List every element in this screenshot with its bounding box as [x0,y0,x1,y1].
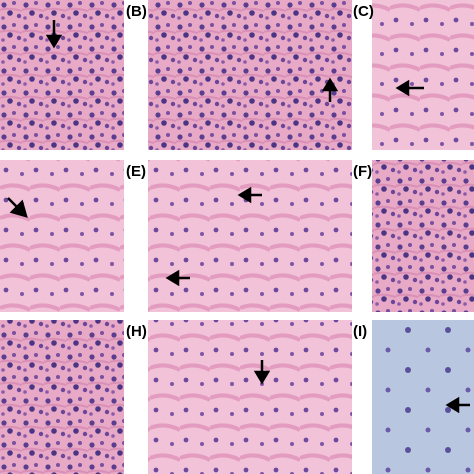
panel-label: (I) [353,323,367,340]
panel-e [148,160,352,312]
panel-d [0,160,124,312]
panel-h [148,320,352,474]
panel-c [372,0,474,150]
panel-label: (F) [353,163,372,180]
panel-a [0,0,124,150]
panel-g [0,320,124,474]
panel-label: (B) [126,3,147,20]
panel-f [372,160,474,312]
panel-label: (C) [353,3,374,20]
panel-label: (H) [126,323,147,340]
panel-i [372,320,474,474]
panel-label: (E) [126,163,146,180]
arrows [7,20,470,414]
panel-b [148,0,352,150]
